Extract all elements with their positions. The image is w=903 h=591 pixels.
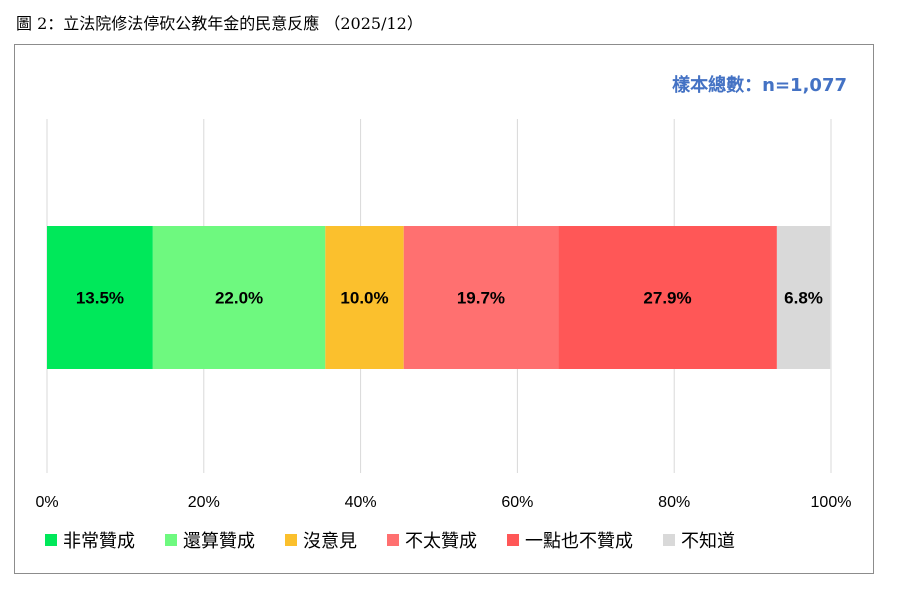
- x-tick-label: 40%: [345, 494, 377, 511]
- legend-swatch: [165, 534, 177, 546]
- chart-legend: 非常贊成 還算贊成 沒意見 不太贊成 一點也不贊成 不知道: [45, 527, 735, 553]
- legend-item: 不太贊成: [387, 527, 477, 553]
- legend-swatch: [45, 534, 57, 546]
- legend-label: 非常贊成: [63, 531, 135, 552]
- figure-caption: 圖 2：立法院修法停砍公教年金的民意反應 （2025/12）: [16, 14, 423, 33]
- legend-swatch: [507, 534, 519, 546]
- legend-item: 不知道: [663, 527, 735, 553]
- x-tick-label: 80%: [658, 494, 690, 511]
- legend-item: 沒意見: [285, 527, 357, 553]
- legend-item: 非常贊成: [45, 527, 135, 553]
- legend-swatch: [663, 534, 675, 546]
- legend-label: 一點也不贊成: [525, 531, 633, 552]
- legend-label: 不知道: [681, 531, 735, 552]
- data-label: 27.9%: [643, 289, 691, 308]
- bar-segment: [776, 226, 831, 369]
- legend-label: 還算贊成: [183, 531, 255, 552]
- data-label: 19.7%: [457, 289, 505, 308]
- sample-size-label: 樣本總數：n=1,077: [672, 75, 847, 96]
- x-tick-label: 20%: [188, 494, 220, 511]
- stacked-bar-chart: 0% 20% 40% 60% 80% 100% 13.5% 22.0% 10.0% 19.7% 27…: [35, 119, 852, 511]
- legend-label: 不太贊成: [405, 531, 477, 552]
- x-tick-label: 0%: [35, 494, 58, 511]
- legend-swatch: [285, 534, 297, 546]
- legend-label: 沒意見: [303, 531, 357, 552]
- legend-swatch: [387, 534, 399, 546]
- data-label: 10.0%: [340, 289, 388, 308]
- bar-segment: [403, 226, 559, 369]
- data-label: 22.0%: [215, 289, 263, 308]
- legend-item: 還算贊成: [165, 527, 255, 553]
- x-tick-label: 100%: [811, 494, 852, 511]
- legend-item: 一點也不贊成: [507, 527, 633, 553]
- x-tick-label: 60%: [501, 494, 533, 511]
- bar-segment: [325, 226, 404, 369]
- data-label: 13.5%: [76, 289, 124, 308]
- bar-segment: [558, 226, 777, 369]
- bar-segment: [152, 226, 326, 369]
- chart-frame: 樣本總數：n=1,077 0% 20% 40% 60% 80% 100% 13.5% 22.0…: [14, 44, 874, 574]
- bar-segment: [47, 226, 153, 369]
- data-label: 6.8%: [784, 289, 823, 308]
